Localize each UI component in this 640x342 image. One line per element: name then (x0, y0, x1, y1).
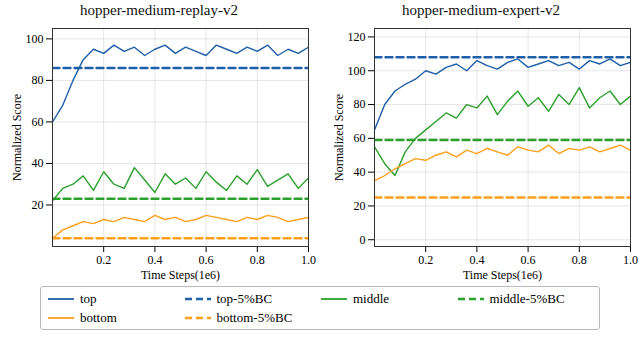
svg-text:80: 80 (32, 73, 44, 87)
svg-text:20: 20 (32, 198, 44, 212)
html-text:hopper-medium-expert-v2: hopper-medium-expert-v2 (402, 2, 560, 18)
svg-text:120: 120 (348, 30, 366, 44)
svg-text:1.0: 1.0 (623, 253, 638, 267)
svg-text:80: 80 (354, 97, 366, 111)
html-text:middle: middle (353, 290, 390, 306)
svg-text:Normalized Score: Normalized Score (10, 94, 24, 181)
svg-text:0: 0 (360, 233, 366, 247)
svg-text:100: 100 (26, 32, 44, 46)
html-text:bottom: bottom (80, 309, 117, 325)
html-text:top: top (80, 290, 97, 306)
html-text:top-5%BC: top-5%BC (216, 290, 273, 306)
svg-text:100: 100 (348, 64, 366, 78)
svg-text:0.4: 0.4 (469, 253, 484, 267)
svg-text:1.0: 1.0 (301, 253, 316, 267)
svg-text:0.8: 0.8 (572, 253, 587, 267)
svg-text:60: 60 (354, 131, 366, 145)
svg-text:0.2: 0.2 (418, 253, 433, 267)
svg-text:Normalized Score: Normalized Score (332, 94, 346, 181)
svg-text:20: 20 (354, 199, 366, 213)
html-text:middle-5%BC: middle-5%BC (489, 290, 565, 306)
svg-text:0.6: 0.6 (199, 253, 214, 267)
svg-text:0.8: 0.8 (250, 253, 265, 267)
svg-text:40: 40 (32, 156, 44, 170)
svg-text:40: 40 (354, 165, 366, 179)
html-text:bottom-5%BC: bottom-5%BC (216, 309, 293, 325)
svg-text:0.6: 0.6 (521, 253, 536, 267)
svg-text:60: 60 (32, 115, 44, 129)
svg-text:0.2: 0.2 (96, 253, 111, 267)
html-text:hopper-medium-replay-v2: hopper-medium-replay-v2 (80, 2, 238, 18)
svg-text:0.4: 0.4 (147, 253, 162, 267)
svg-text:Time Steps(1e6): Time Steps(1e6) (141, 268, 220, 282)
svg-text:Time Steps(1e6): Time Steps(1e6) (463, 268, 542, 282)
